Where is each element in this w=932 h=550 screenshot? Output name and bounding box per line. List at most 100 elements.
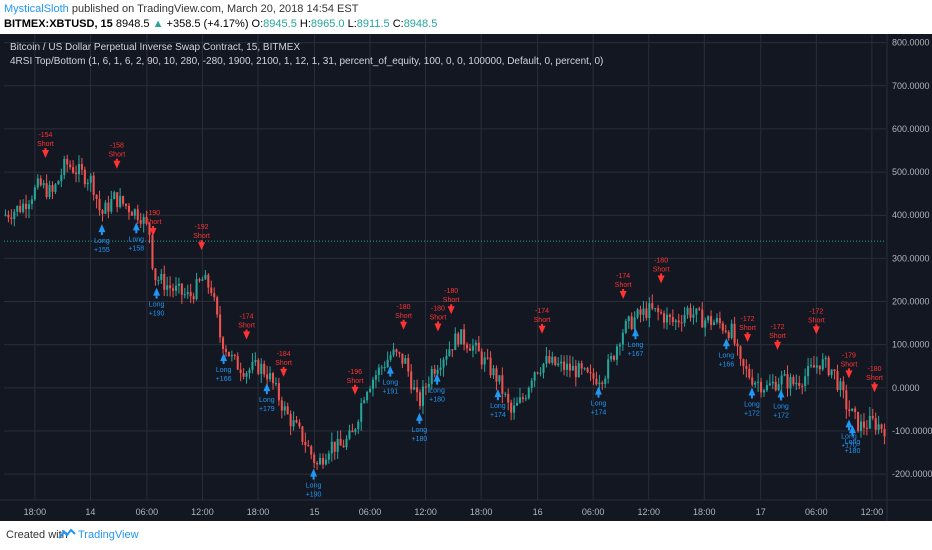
short-label: Short	[841, 361, 858, 368]
candle-body	[360, 403, 363, 422]
candle-body	[404, 358, 407, 364]
candle-body	[389, 355, 392, 360]
short-amount: -184	[277, 351, 291, 358]
candle-body	[442, 359, 445, 368]
long-arrow-stem	[222, 359, 225, 364]
candle-body	[477, 342, 480, 352]
short-label: Short	[238, 323, 255, 330]
long-arrow-icon	[415, 412, 423, 421]
long-label: Long	[412, 427, 428, 434]
short-amount: -180	[444, 288, 458, 295]
tradingview-brand[interactable]: TradingView	[78, 529, 139, 541]
candle-body	[286, 406, 289, 414]
candle-body	[324, 459, 327, 465]
x-tick-label: 14	[85, 507, 95, 517]
long-arrow-stem	[100, 231, 103, 236]
candle-body	[580, 363, 583, 369]
candle-body	[274, 383, 277, 385]
candle-body	[351, 430, 354, 433]
candle-body	[366, 392, 369, 401]
candle-body	[145, 216, 148, 223]
short-amount: -180	[431, 306, 445, 313]
short-arrow-stem	[44, 148, 47, 153]
long-arrow-icon	[310, 468, 318, 477]
price-axis[interactable]: 800.0000 700.0000 600.0000 500.0000 400.0000…	[892, 38, 932, 479]
time-axis[interactable]: 18:00 14 06:00 12:00 18:00 15 06:00 12:00 18:00 1…	[24, 507, 884, 517]
short-arrow-stem	[282, 366, 285, 371]
long-amount: +180	[845, 448, 861, 455]
candle-body	[130, 212, 133, 216]
candle-body	[660, 312, 663, 314]
candle-body	[101, 210, 104, 214]
short-arrow-icon	[619, 290, 627, 299]
long-amount: +155	[94, 247, 110, 254]
candle-body	[254, 359, 257, 362]
candle-body	[204, 274, 207, 280]
up-arrow-icon: ▲	[152, 18, 164, 30]
candle-body	[868, 416, 871, 429]
author-link[interactable]: MysticalSloth	[4, 3, 69, 15]
candle-body	[151, 234, 154, 269]
short-amount: -179	[842, 352, 856, 359]
long-label: Long	[628, 342, 644, 349]
candle-body	[377, 367, 380, 376]
short-arrow-stem	[622, 288, 625, 293]
candle-body	[436, 369, 439, 374]
candle-body	[410, 371, 413, 390]
candle-body	[471, 345, 474, 351]
candle-body	[51, 185, 54, 192]
short-label: Short	[347, 378, 364, 385]
candle-body	[765, 385, 768, 391]
candle-body	[748, 368, 751, 378]
short-arrow-icon	[41, 150, 49, 159]
candle-body	[177, 283, 180, 286]
short-label: Short	[808, 317, 825, 324]
candle-body	[733, 323, 736, 344]
candle-body	[598, 382, 601, 385]
long-arrow-stem	[265, 390, 268, 395]
short-arrow-icon	[657, 275, 665, 284]
candle-body	[636, 309, 639, 318]
candle-body	[383, 367, 386, 369]
candle-body	[313, 454, 316, 464]
candle-body	[633, 317, 636, 330]
candle-body	[148, 222, 151, 235]
candle-body	[762, 390, 766, 393]
candle-body	[789, 376, 792, 389]
candle-body	[283, 406, 286, 411]
candle-body	[848, 409, 851, 412]
chart-panel[interactable]: -154 Short Long +155 -158 Short Long +158 -190 Sh…	[0, 34, 932, 521]
short-arrow-icon	[198, 242, 206, 251]
candle-body	[207, 274, 210, 288]
candle-body	[336, 438, 339, 452]
candle-body	[692, 314, 695, 318]
short-arrow-stem	[354, 384, 357, 389]
long-amount: +180	[429, 397, 445, 404]
long-arrow-icon	[386, 365, 394, 374]
footer: Created with TradingView	[0, 521, 932, 550]
tradingview-logo-icon[interactable]	[58, 527, 76, 541]
short-label: Short	[653, 266, 670, 273]
candle-body	[169, 285, 172, 289]
candle-body	[780, 375, 783, 385]
candle-body	[527, 387, 530, 399]
candle-body	[213, 293, 216, 298]
candle-body	[757, 381, 760, 383]
candle-body	[724, 330, 727, 333]
symbol-label[interactable]: BITMEX:XBTUSD, 15	[4, 18, 113, 30]
long-label: Long	[744, 401, 760, 408]
candle-body	[369, 388, 372, 393]
long-amount: +191	[382, 389, 398, 396]
long-amount: +172	[773, 412, 789, 419]
close-label: C:	[392, 18, 404, 30]
candle-body	[874, 418, 877, 430]
candle-body	[492, 368, 495, 376]
x-tick-label: 18:00	[24, 507, 47, 517]
candle-body	[333, 441, 336, 452]
candle-body	[739, 346, 742, 360]
candle-body	[466, 344, 469, 349]
price-chart[interactable]: -154 Short Long +155 -158 Short Long +158 -190 Sh…	[0, 34, 932, 521]
candle-body	[133, 209, 136, 216]
change-value: +358.5 (+4.17%)	[166, 18, 249, 30]
long-label: Long	[94, 238, 110, 245]
